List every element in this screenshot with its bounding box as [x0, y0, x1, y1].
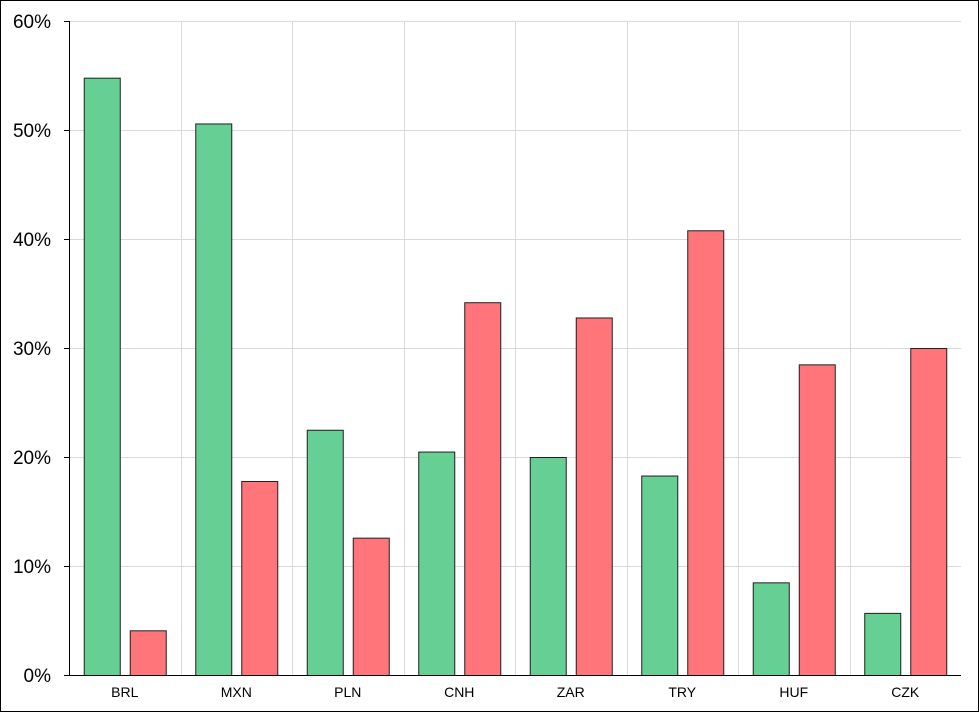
bar-czk-series-2	[910, 348, 948, 676]
bar-huf-series-1	[752, 582, 790, 676]
bar-mxn-series-2	[241, 480, 279, 677]
bar-huf-series-2	[798, 364, 836, 676]
bar-brl-series-2	[129, 630, 167, 676]
y-tick-labels: 0% 10% 20% 30% 40% 50% 60%	[13, 12, 51, 687]
x-tick-label: TRY	[668, 684, 696, 700]
bar-mxn-series-1	[195, 123, 233, 676]
y-tick-label: 30%	[13, 339, 51, 360]
bar-zar-series-2	[575, 317, 613, 676]
bar-czk-series-1	[864, 612, 902, 676]
x-tick-labels: BRL MXN PLN CNH ZAR TRY HUF CZK	[111, 684, 920, 700]
y-tick-label: 10%	[13, 557, 51, 578]
bar-brl-series-1	[83, 77, 121, 677]
bar-try-series-1	[641, 475, 679, 676]
bar-try-series-2	[687, 230, 725, 676]
y-tick-label: 50%	[13, 121, 51, 142]
y-tick-label: 0%	[24, 666, 52, 687]
x-tick-label: HUF	[779, 684, 808, 700]
x-tick-label: BRL	[111, 684, 138, 700]
x-tick-label: PLN	[334, 684, 361, 700]
x-tick-label: ZAR	[557, 684, 585, 700]
x-tick-label: MXN	[221, 684, 252, 700]
x-tick-label: CNH	[444, 684, 474, 700]
y-tick-label: 40%	[13, 230, 51, 251]
bars	[83, 77, 948, 677]
bar-cnh-series-1	[418, 451, 456, 676]
bar-zar-series-1	[529, 457, 567, 676]
bar-pln-series-2	[352, 537, 390, 676]
y-tick-label: 60%	[13, 12, 51, 33]
bar-cnh-series-2	[464, 302, 502, 676]
bar-pln-series-1	[306, 429, 344, 676]
y-tick-label: 20%	[13, 448, 51, 469]
x-tick-label: CZK	[891, 684, 920, 700]
axes	[64, 21, 961, 676]
